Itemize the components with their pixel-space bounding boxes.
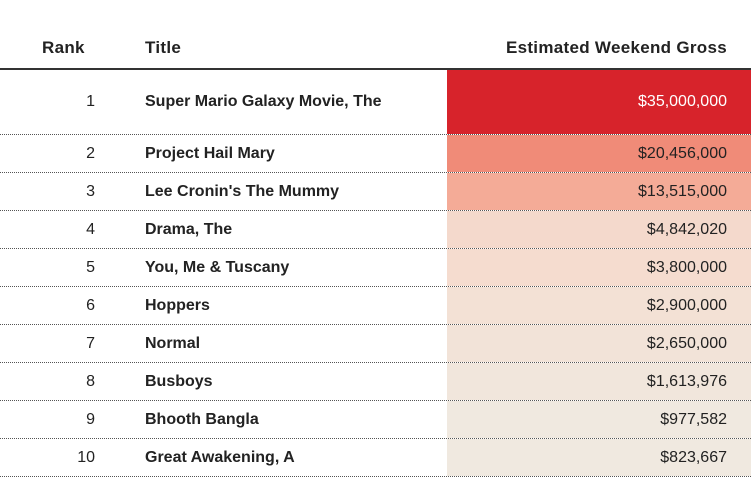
- title-cell: You, Me & Tuscany: [145, 258, 290, 276]
- table-row: 8 Busboys $1,613,976: [0, 363, 751, 401]
- rank-cell: 2: [86, 144, 95, 162]
- title-cell: Drama, The: [145, 220, 233, 238]
- gross-cell: $2,900,000: [447, 287, 751, 324]
- rank-cell: 8: [86, 372, 95, 390]
- rank-cell: 6: [86, 296, 95, 314]
- table-row: 1 Super Mario Galaxy Movie, The $35,000,00…: [0, 70, 751, 135]
- gross-cell: $977,582: [447, 401, 751, 438]
- table-row: 5 You, Me & Tuscany $3,800,000: [0, 249, 751, 287]
- table-row: 3 Lee Cronin's The Mummy $13,515,000: [0, 173, 751, 211]
- rank-cell: 7: [86, 334, 95, 352]
- rank-cell: 1: [86, 93, 95, 110]
- header-row: Rank Title Estimated Weekend Gross: [0, 0, 751, 70]
- rank-cell: 10: [77, 448, 95, 466]
- title-cell: Busboys: [145, 372, 213, 390]
- rank-cell: 4: [86, 220, 95, 238]
- rank-cell: 5: [86, 258, 95, 276]
- table-row: 4 Drama, The $4,842,020: [0, 211, 751, 249]
- gross-cell: $3,800,000: [447, 249, 751, 286]
- title-cell: Hoppers: [145, 296, 210, 314]
- table-row: 9 Bhooth Bangla $977,582: [0, 401, 751, 439]
- gross-cell: $20,456,000: [447, 135, 751, 172]
- title-cell: Project Hail Mary: [145, 144, 275, 162]
- title-cell: Super Mario Galaxy Movie, The: [145, 93, 382, 110]
- title-cell: Lee Cronin's The Mummy: [145, 182, 340, 200]
- table-row: 10 Great Awakening, A $823,667: [0, 439, 751, 477]
- table-row: 7 Normal $2,650,000: [0, 325, 751, 363]
- gross-cell: $13,515,000: [447, 173, 751, 210]
- title-cell: Normal: [145, 334, 201, 352]
- title-cell: Bhooth Bangla: [145, 410, 259, 428]
- gross-cell: $1,613,976: [447, 363, 751, 400]
- rank-cell: 3: [86, 182, 95, 200]
- table-row: 6 Hoppers $2,900,000: [0, 287, 751, 325]
- header-cell: Rank: [42, 38, 85, 57]
- title-cell: Great Awakening, A: [145, 448, 295, 466]
- gross-cell: $4,842,020: [447, 211, 751, 248]
- header-cell: Title: [145, 38, 182, 57]
- header-cell: Estimated Weekend Gross: [505, 38, 727, 57]
- gross-cell: $2,650,000: [447, 325, 751, 362]
- table-row: 2 Project Hail Mary $20,456,000: [0, 135, 751, 173]
- rank-cell: 9: [86, 410, 95, 428]
- gross-cell: $823,667: [447, 439, 751, 476]
- gross-cell: $35,000,000: [447, 70, 751, 134]
